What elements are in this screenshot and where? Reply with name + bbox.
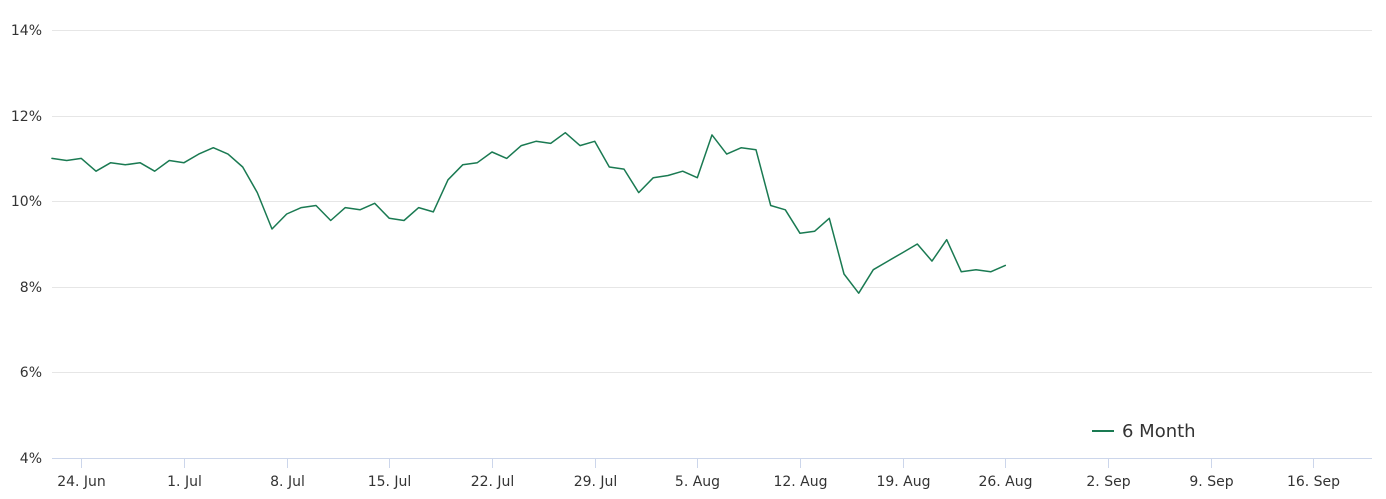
y-tick-label: 4% <box>20 451 42 467</box>
x-axis: 24. Jun 1. Jul 8. Jul 15. Jul 22. Jul 29. Jul… <box>52 458 1372 490</box>
x-tick-label: 9. Sep <box>1189 474 1233 490</box>
x-tick-label: 29. Jul <box>574 474 618 490</box>
y-tick-label: 6% <box>20 365 42 381</box>
x-tick-label: 5. Aug <box>675 474 720 490</box>
y-tick-label: 12% <box>11 109 42 125</box>
y-tick-label: 10% <box>11 194 42 210</box>
x-tick-label: 24. Jun <box>57 474 106 490</box>
x-tick-label: 1. Jul <box>167 474 202 490</box>
y-tick-label: 14% <box>11 23 42 39</box>
series-line <box>51 131 1007 294</box>
x-tick-label: 12. Aug <box>773 474 827 490</box>
x-tick-label: 16. Sep <box>1287 474 1340 490</box>
legend[interactable]: 6 Month <box>1092 421 1196 442</box>
x-tick-label: 19. Aug <box>876 474 930 490</box>
x-tick-label: 22. Jul <box>471 474 515 490</box>
x-tick-label: 15. Jul <box>368 474 412 490</box>
x-tick-label: 26. Aug <box>978 474 1032 490</box>
x-tick-label: 2. Sep <box>1086 474 1130 490</box>
series-lines <box>51 131 1007 294</box>
y-tick-label: 8% <box>20 280 42 296</box>
y-axis-labels: 4% 6% 8% 10% 12% 14% <box>11 23 42 467</box>
x-tick-label: 8. Jul <box>270 474 305 490</box>
legend-item-label[interactable]: 6 Month <box>1122 421 1196 442</box>
grid-lines <box>52 30 1372 373</box>
